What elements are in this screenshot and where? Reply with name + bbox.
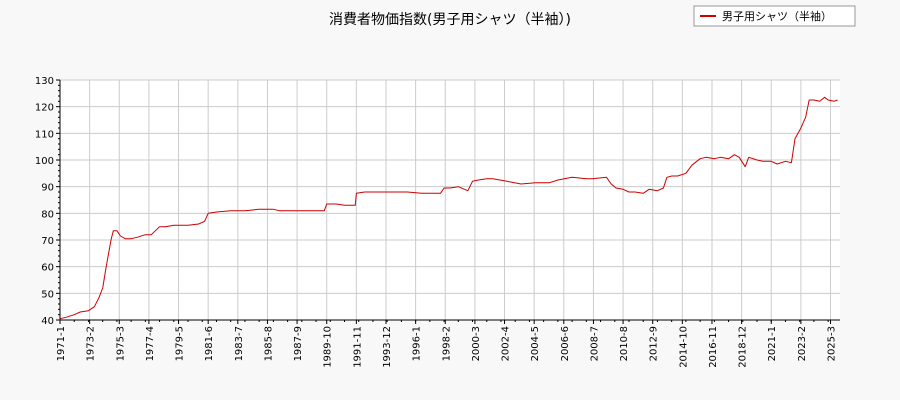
grid-lines [59,79,840,321]
y-tick-label: 80 [41,209,54,220]
y-tick-label: 90 [41,183,54,194]
y-tick-label: 70 [41,236,54,247]
x-tick-label: 1998-2 [441,326,452,361]
x-tick-label: 2016-11 [708,326,719,368]
x-tick-label: 2025-3 [827,326,838,361]
y-tick-label: 110 [35,129,54,140]
x-tick-label: 1977-4 [145,326,156,361]
x-tick-label: 2012-9 [649,326,660,361]
x-tick-label: 2014-10 [678,326,689,368]
x-tick-label: 1996-1 [412,326,423,361]
y-tick-label: 130 [35,76,54,87]
x-tick-label: 2000-3 [471,326,482,361]
x-tick-label: 1991-11 [352,326,363,368]
x-tick-label: 2008-7 [589,326,600,361]
x-tick-label: 1971-1 [56,326,67,361]
x-tick-label: 1975-3 [115,326,126,361]
x-tick-label: 2018-12 [738,326,749,368]
x-tick-label: 2023-2 [797,326,808,361]
x-tick-label: 2021-1 [767,326,778,361]
x-tick-label: 2002-4 [501,326,512,361]
x-tick-label: 1981-6 [204,326,215,361]
y-tick-label: 100 [35,156,54,167]
legend[interactable]: 男子用シャツ（半袖） [693,5,856,27]
y-tick-label: 60 [41,263,54,274]
legend-box [693,5,856,27]
x-tick-label: 1987-9 [293,326,304,361]
series-layer [59,96,838,320]
y-tick-label: 40 [41,316,54,327]
x-tick-label: 2010-8 [619,326,630,361]
x-tick-label: 1985-8 [263,326,274,361]
y-tick-label: 50 [41,289,54,300]
plot-area [60,80,840,320]
y-tick-label: 120 [35,103,54,114]
legend-label: 男子用シャツ（半袖） [722,9,832,23]
chart-title: 消費者物価指数(男子用シャツ（半袖）) [329,12,571,28]
x-tick-label: 1993-12 [382,326,393,368]
x-tick-label: 2006-6 [560,326,571,361]
x-tick-label: 1979-5 [175,326,186,361]
x-tick-label: 1973-2 [86,326,97,361]
series-line [59,96,838,320]
axes: 40 50 60 70 80 90 100 110 120 130 1971-1 1973-2 1975… [35,76,840,368]
x-tick-label: 1989-10 [323,326,334,368]
x-tick-label: 2004-5 [530,326,541,361]
x-tick-label: 1983-7 [234,326,245,361]
